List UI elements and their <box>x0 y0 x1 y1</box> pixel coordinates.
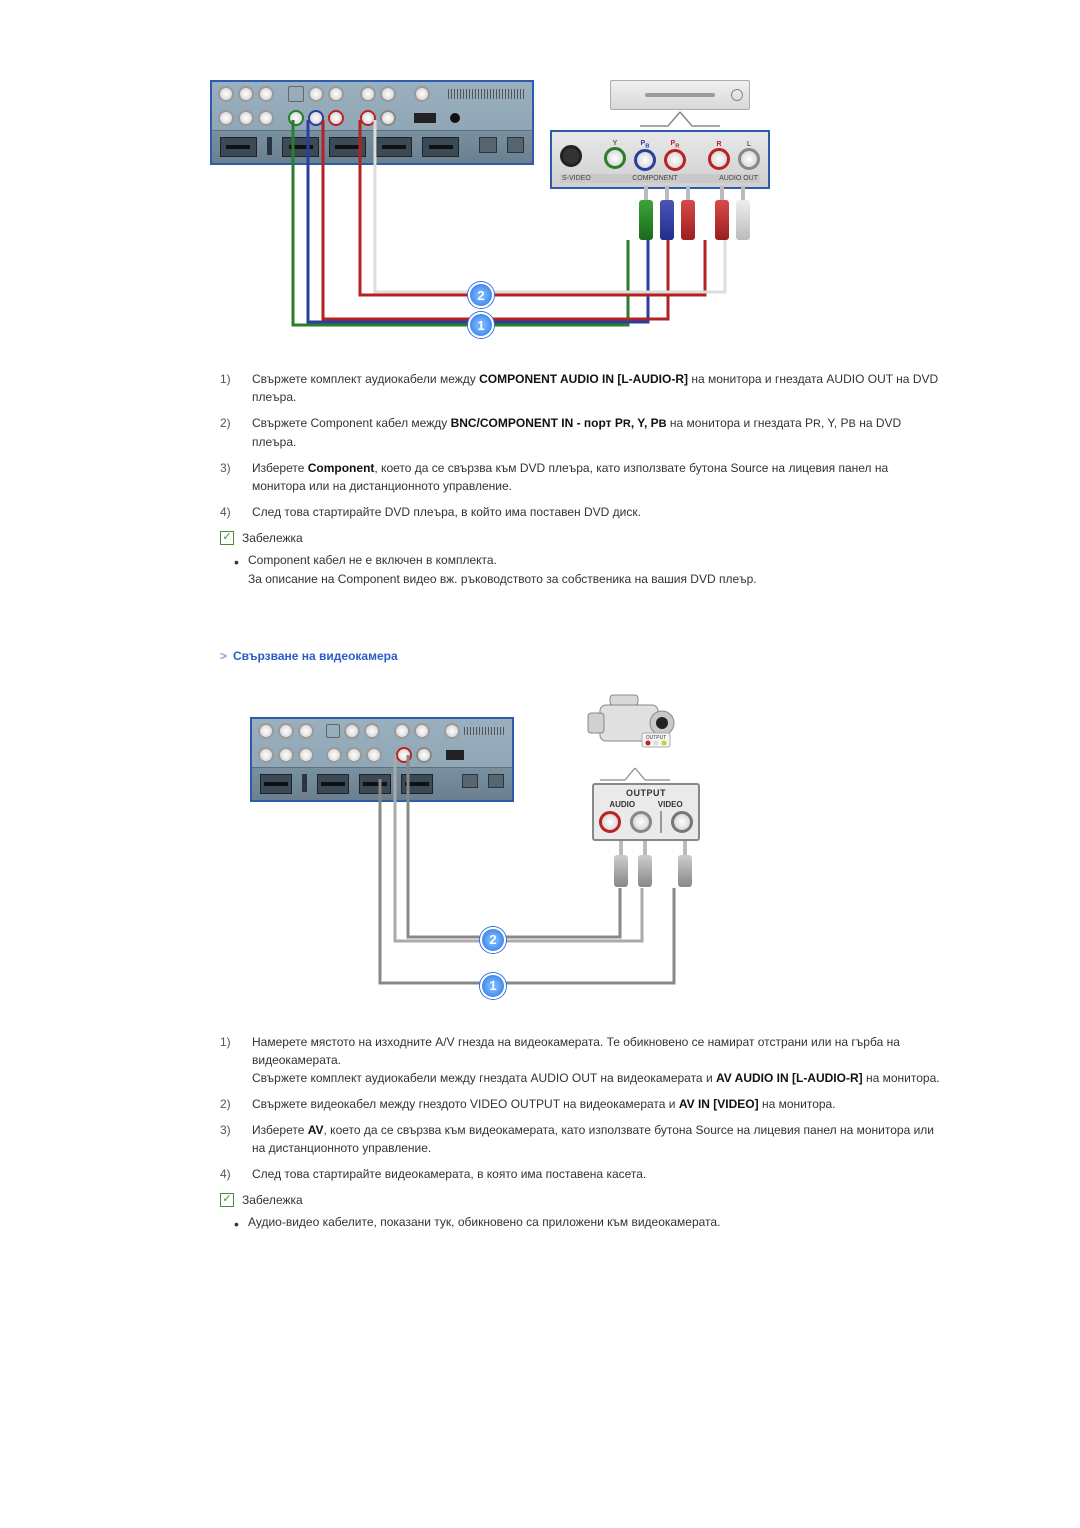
step-number: 3) <box>220 459 238 495</box>
step-text: Свържете видеокабел между гнездото VIDEO… <box>252 1095 836 1113</box>
section-title-camcorder: >Свързване на видеокамера <box>220 649 940 663</box>
step-text: След това стартирайте видеокамерата, в к… <box>252 1165 646 1183</box>
output-label: OUTPUT <box>598 788 694 798</box>
note-label: Забележка <box>242 531 303 545</box>
note-row-2: ✓ Забележка <box>220 1193 940 1207</box>
arrow-icon <box>610 110 750 130</box>
step-item: 4) След това стартирайте DVD плеъра, в ко… <box>220 503 940 521</box>
step-number: 2) <box>220 414 238 451</box>
step-number: 4) <box>220 1165 238 1183</box>
camcorder-output-panel: OUTPUT AUDIO VIDEO <box>592 783 700 841</box>
monitor-back-panel <box>210 80 534 165</box>
steps-list-component: 1) Свържете комплект аудиокабели между CO… <box>220 370 940 521</box>
callout-badge-2b: 2 <box>480 927 506 953</box>
svideo-port-icon <box>560 145 582 167</box>
step-number: 2) <box>220 1095 238 1113</box>
svg-text:OUTPUT: OUTPUT <box>646 735 667 741</box>
dvd-jack-panel: Y PB PR R <box>550 130 770 189</box>
note-item: Аудио-видео кабелите, показани тук, обик… <box>234 1213 940 1232</box>
note-label: Забележка <box>242 1193 303 1207</box>
callout-badge-1b: 1 <box>480 973 506 999</box>
callout-badge-2: 2 <box>468 282 494 308</box>
notes-list-component: Component кабел не е включен в комплекта… <box>234 551 940 589</box>
checkbox-icon: ✓ <box>220 1193 234 1207</box>
callout-badge-1: 1 <box>468 312 494 338</box>
step-item: 4) След това стартирайте видеокамерата, в… <box>220 1165 940 1183</box>
step-text: След това стартирайте DVD плеъра, в койт… <box>252 503 641 521</box>
plug-blue-icon <box>660 186 674 240</box>
video-label: VIDEO <box>658 800 683 809</box>
step-item: 2) Свържете Component кабел между BNC/COM… <box>220 414 940 451</box>
step-number: 1) <box>220 370 238 406</box>
step-number: 1) <box>220 1033 238 1087</box>
component-label: COMPONENT <box>632 175 678 182</box>
step-text: Намерете мястото на изходните A/V гнезда… <box>252 1033 940 1087</box>
step-item: 3) Изберете AV, което да се свързва към в… <box>220 1121 940 1157</box>
step-text: Свържете комплект аудиокабели между COMP… <box>252 370 940 406</box>
note-item: Component кабел не е включен в комплекта… <box>234 551 940 589</box>
dvd-player <box>610 80 750 133</box>
audio-out-label: AUDIO OUT <box>719 175 758 182</box>
step-text: Изберете AV, което да се свързва към вид… <box>252 1121 940 1157</box>
chevron-icon: > <box>220 649 227 663</box>
step-text: Свържете Component кабел между BNC/COMPO… <box>252 414 940 451</box>
plug-red-icon <box>681 186 695 240</box>
audio-label: AUDIO <box>609 800 635 809</box>
step-number: 3) <box>220 1121 238 1157</box>
step-number: 4) <box>220 503 238 521</box>
step-item: 2) Свържете видеокабел между гнездото VID… <box>220 1095 940 1113</box>
checkbox-icon: ✓ <box>220 531 234 545</box>
plug-grey2-icon <box>638 841 652 887</box>
notes-list-camcorder: Аудио-видео кабелите, показани тук, обик… <box>234 1213 940 1232</box>
monitor-back-panel-2 <box>250 717 514 802</box>
plug-grey3-icon <box>678 841 692 887</box>
svideo-label: S-VIDEO <box>562 175 591 182</box>
camcorder-icon: OUTPUT <box>580 683 690 784</box>
step-item: 3) Изберете Component, което да се свързв… <box>220 459 940 495</box>
plug-white-icon <box>736 186 750 240</box>
step-item: 1) Свържете комплект аудиокабели между CO… <box>220 370 940 406</box>
plug-grey-icon <box>614 841 628 887</box>
step-item: 1) Намерете мястото на изходните A/V гнез… <box>220 1033 940 1087</box>
step-text: Изберете Component, което да се свързва … <box>252 459 940 495</box>
plug-red2-icon <box>715 186 729 240</box>
plug-green-icon <box>639 186 653 240</box>
diagram-component-connection: Y PB PR R <box>210 80 770 340</box>
steps-list-camcorder: 1) Намерете мястото на изходните A/V гнез… <box>220 1033 940 1183</box>
note-row: ✓ Забележка <box>220 531 940 545</box>
diagram-camcorder-connection: OUTPUT OUTPUT AUDIO VIDEO <box>250 683 730 1003</box>
